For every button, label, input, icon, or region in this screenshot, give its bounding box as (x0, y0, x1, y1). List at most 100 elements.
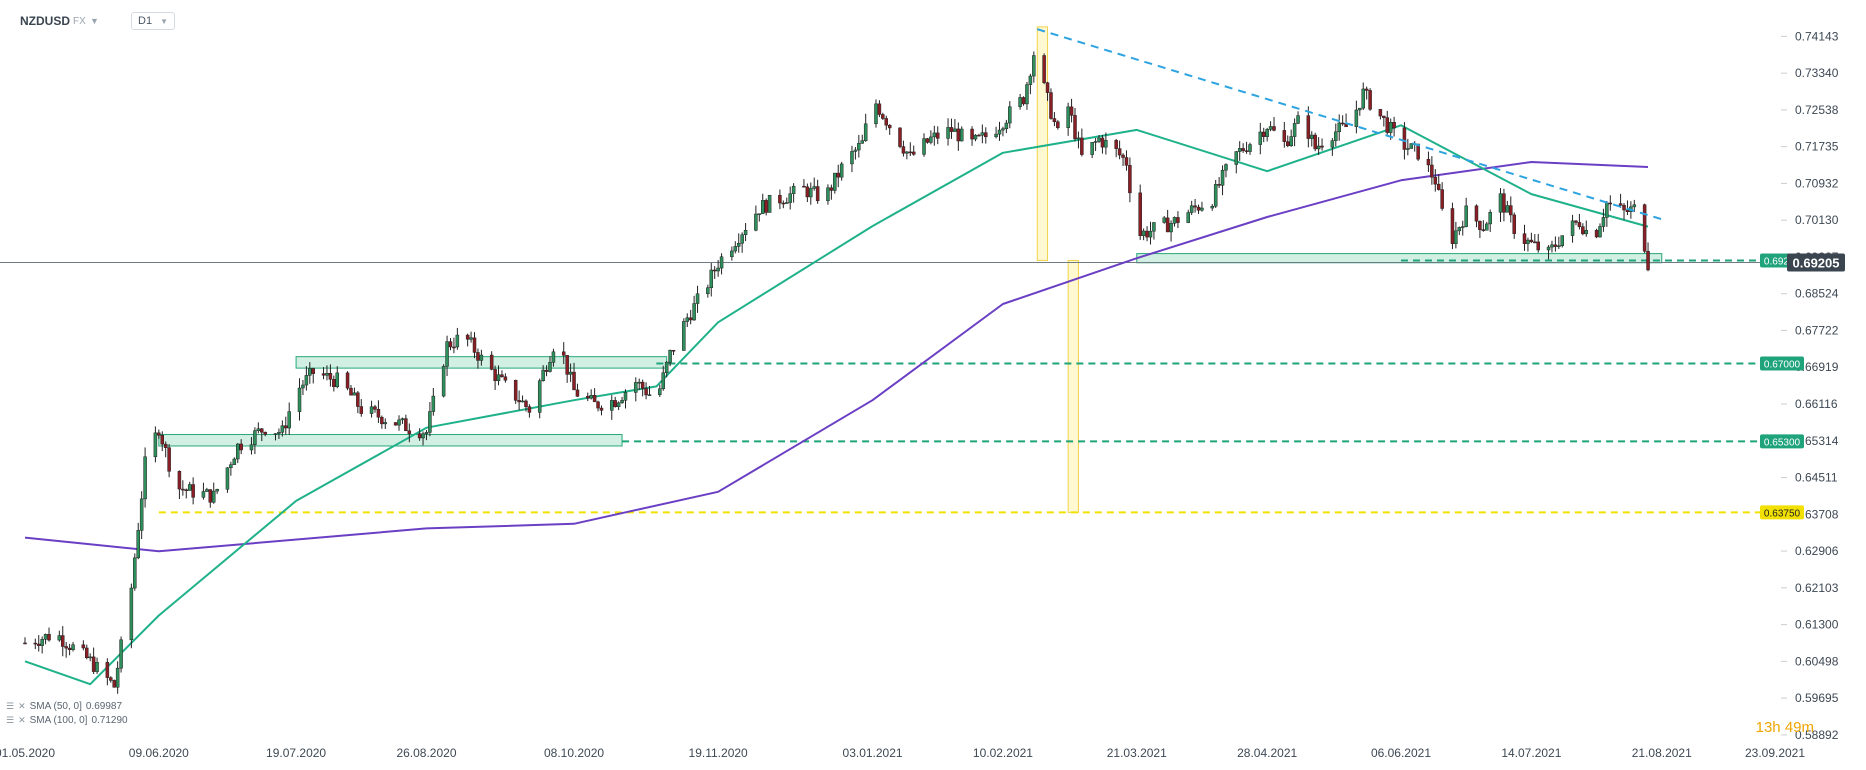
candle-body (1148, 230, 1153, 238)
candle-body (688, 317, 693, 321)
candle (1090, 142, 1094, 159)
candle (1066, 102, 1070, 136)
candle-body (452, 346, 456, 349)
candle (373, 404, 377, 413)
candle (393, 422, 398, 426)
price-axis[interactable]: 0.74143 0.73340 0.72538 0.71735 0.70932 0.701… (1781, 29, 1839, 742)
candle-body (767, 194, 772, 213)
sma50-legend-label: SMA (50, 0] (29, 701, 82, 712)
candle-body (67, 647, 72, 650)
candle (417, 428, 422, 441)
candle (1546, 245, 1551, 260)
candle (1196, 204, 1201, 214)
time-axis[interactable]: 01.05.2020 09.06.2020 19.07.2020 26.08.2020… (0, 746, 1805, 760)
y-tick-label: 0.72538 (1795, 103, 1839, 117)
candle-body (356, 392, 360, 407)
candle-body (260, 428, 264, 433)
candle-body (1261, 131, 1266, 137)
y-tick-label: 0.70932 (1795, 176, 1839, 190)
candle (67, 643, 72, 656)
candle (1244, 141, 1249, 154)
candle-body (139, 498, 144, 531)
candle (136, 522, 140, 560)
candle (1258, 122, 1263, 155)
candle (1213, 179, 1218, 209)
candle (1093, 138, 1098, 152)
candle (634, 377, 638, 402)
candle-body (850, 151, 854, 165)
y-tick-label: 0.68524 (1795, 287, 1839, 301)
candle-body (860, 140, 865, 144)
sma100-legend[interactable]: ☰ ✕ SMA (100, 0] 0.71290 (6, 715, 128, 726)
candle-body (136, 530, 140, 559)
candle-body (445, 341, 449, 367)
candle (788, 186, 792, 210)
candle (613, 396, 617, 408)
candle-body (709, 269, 714, 288)
sma50-legend[interactable]: ☰ ✕ SMA (50, 0] 0.69987 (6, 701, 122, 712)
x-tick-label: 14.07.2021 (1501, 746, 1561, 760)
candle-body (1114, 140, 1118, 149)
candle-body (637, 381, 641, 384)
candle-body (1025, 84, 1029, 105)
candle-body (1557, 245, 1561, 247)
candle-body (95, 662, 99, 672)
candle (1488, 209, 1492, 233)
candle-body (369, 406, 374, 414)
candle-body (1426, 158, 1431, 166)
candle (91, 647, 96, 674)
candle (1594, 228, 1599, 239)
symbol-label[interactable]: NZDUSD (20, 14, 70, 28)
candle-body (43, 634, 48, 640)
price-tag-label: 0.69250 (1764, 256, 1801, 267)
candle (1296, 111, 1300, 125)
chevron-down-icon[interactable]: ▼ (90, 16, 99, 26)
candle-body (1368, 90, 1372, 110)
candle (64, 642, 68, 658)
candle-body (1224, 164, 1228, 171)
candle-body (157, 432, 161, 436)
candle-body (1237, 148, 1242, 152)
timeframe-select[interactable]: D1 ▼ (131, 12, 175, 30)
candle (736, 233, 741, 253)
candle (1570, 214, 1575, 243)
candle-body (1536, 241, 1540, 251)
candle (647, 385, 652, 397)
candle (452, 337, 456, 354)
candle-body (397, 419, 401, 426)
candle-body (836, 172, 840, 178)
candle (815, 179, 820, 204)
candle-body (616, 402, 621, 408)
candle-body (788, 193, 792, 203)
candle-body (1364, 88, 1369, 91)
candle (1512, 212, 1516, 239)
candle-body (393, 422, 398, 426)
candle-body (1042, 55, 1046, 83)
candle (644, 382, 648, 400)
candle-body (232, 458, 237, 465)
candle (877, 100, 882, 118)
candle-body (517, 400, 521, 403)
settings-icon[interactable]: ☰ (6, 715, 15, 725)
candle (997, 121, 1002, 141)
candle-body (1320, 145, 1324, 148)
candle (1076, 131, 1081, 149)
candle-body (1598, 226, 1602, 238)
settings-icon[interactable]: ☰ (6, 701, 15, 711)
candle-body (908, 151, 913, 154)
candle-body (513, 379, 518, 401)
candle (369, 400, 374, 418)
candle (1193, 198, 1197, 213)
close-icon[interactable]: ✕ (18, 715, 26, 725)
candle-body (1080, 137, 1084, 155)
candle-body (634, 382, 638, 393)
candle (760, 193, 765, 214)
candle (1409, 143, 1414, 149)
candle (225, 467, 230, 493)
close-icon[interactable]: ✕ (18, 701, 26, 711)
candle (616, 401, 621, 411)
candle (472, 332, 477, 359)
candle (1148, 221, 1153, 245)
candle-body (1485, 223, 1489, 231)
